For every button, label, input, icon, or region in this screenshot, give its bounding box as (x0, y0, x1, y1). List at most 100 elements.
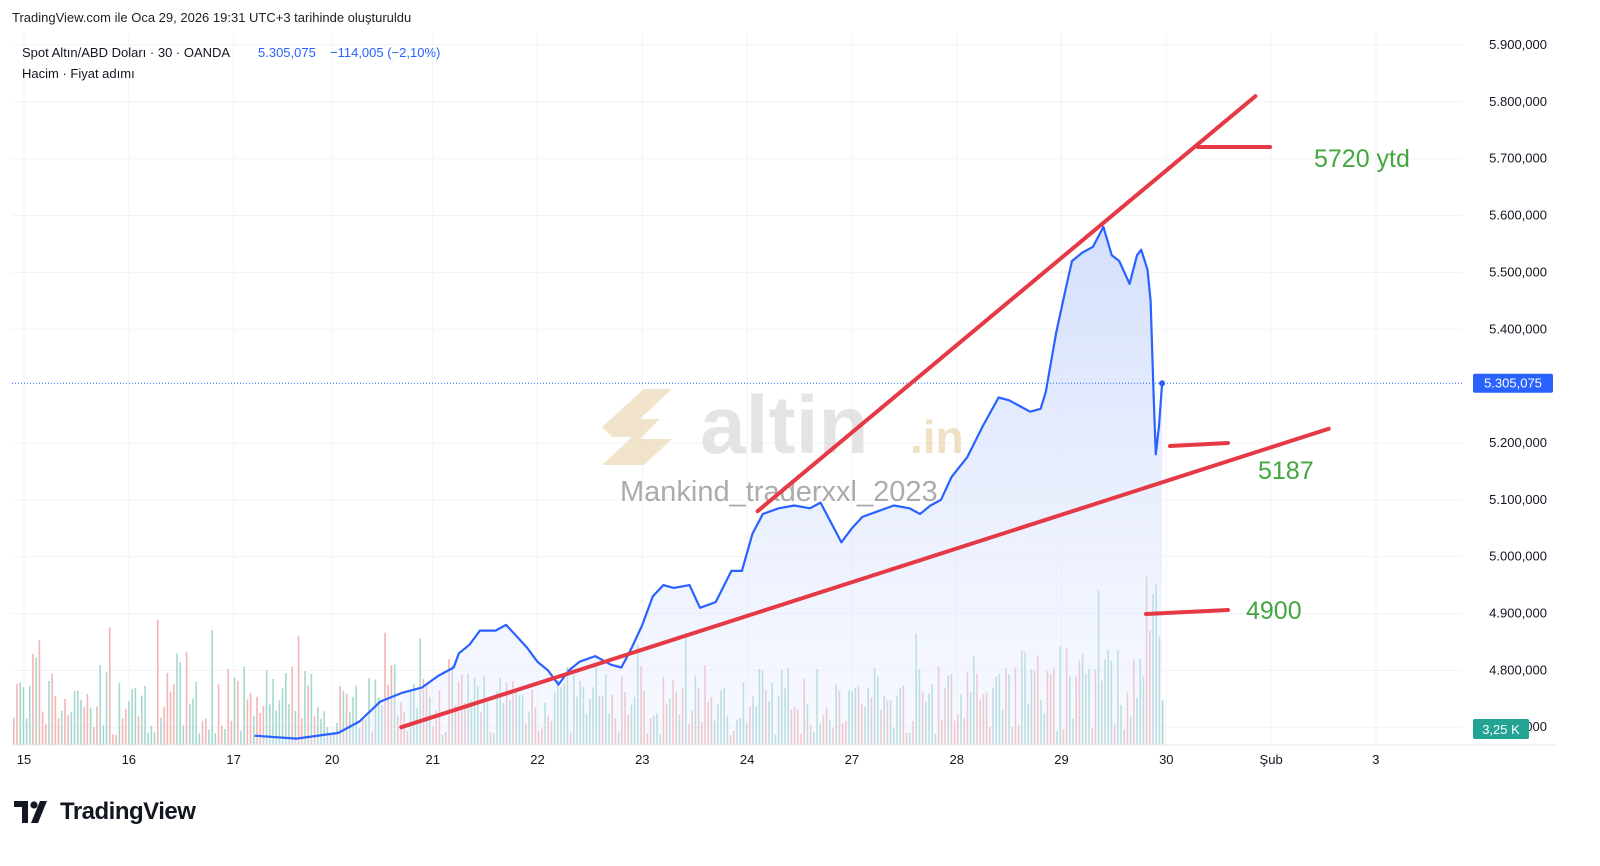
legend-symbol[interactable]: Spot Altın/ABD Doları · 30 · OANDA (22, 45, 230, 60)
x-tick-label: 22 (530, 752, 544, 767)
time-axis[interactable]: 15 16 17 20 21 22 23 24 27 28 29 30 Şub 3 (17, 752, 1380, 767)
y-tick-label: 5.600,000 (1489, 208, 1547, 223)
volume-bar (13, 717, 15, 745)
volume-bar (173, 684, 175, 745)
svg-text:3,25 K: 3,25 K (1482, 722, 1520, 737)
tradingview-logo[interactable]: TradingView (14, 798, 196, 826)
x-tick-label: 15 (17, 752, 31, 767)
volume-bar (77, 690, 79, 745)
lower-trendline[interactable] (399, 426, 1331, 730)
volume-bar (291, 666, 293, 745)
price-dot (1159, 380, 1166, 387)
chart-area[interactable]: altin .in Mankind_traderxxl_2023 5720 yt… (12, 33, 1588, 773)
volume-bar (25, 718, 28, 745)
annotation-4900[interactable]: 4900 (1246, 597, 1302, 625)
volume-bar (269, 704, 271, 745)
volume-bar (243, 666, 245, 745)
watermark-brand-suffix: .in (910, 411, 964, 463)
price-line (254, 225, 1164, 740)
x-tick-label: Şub (1260, 752, 1283, 767)
volume-bar (275, 710, 277, 745)
volume-bar (182, 725, 185, 745)
x-tick-label: 21 (425, 752, 439, 767)
volume-bar (160, 717, 162, 745)
volume-bar (144, 686, 146, 745)
volume-bar (307, 685, 309, 745)
volume-bar (352, 696, 354, 745)
volume-bar (70, 711, 73, 745)
x-tick-label: 30 (1159, 752, 1173, 767)
volume-bar (61, 710, 63, 745)
volume-bar (48, 680, 50, 745)
volume-bar (285, 673, 287, 745)
volume-bar (45, 724, 47, 745)
volume-bar (233, 677, 236, 745)
x-tick-label: 28 (949, 752, 963, 767)
volume-bar (176, 653, 178, 745)
volume-bar (16, 683, 18, 745)
annotation-5720-ytd[interactable]: 5720 ytd (1314, 145, 1410, 173)
volume-bar (51, 673, 53, 745)
tradingview-logo-icon (14, 801, 47, 823)
volume-bar (19, 682, 21, 745)
volume-bar (93, 727, 95, 745)
y-tick-label: 4.900,000 (1489, 606, 1547, 621)
volume-bar (227, 668, 229, 745)
annotation-4900-marker[interactable] (1144, 608, 1230, 616)
volume-badge: 3,25 K (1473, 719, 1529, 739)
volume-bar (105, 672, 108, 745)
legend-price: 5.305,075 (258, 45, 316, 60)
legend-indicators[interactable]: Hacim · Fiyat adımı (22, 66, 135, 81)
y-tick-label: 4.800,000 (1489, 662, 1547, 677)
volume-bar (294, 711, 297, 745)
volume-bar (185, 652, 188, 745)
volume-bar (189, 703, 191, 745)
volume-bar (249, 692, 252, 745)
volume-bar (32, 653, 34, 745)
tradingview-brand-text: TradingView (60, 798, 196, 825)
volume-bar (205, 718, 207, 745)
volume-bar (323, 711, 325, 745)
volume-bar (355, 685, 357, 745)
annotation-5187[interactable]: 5187 (1258, 457, 1314, 485)
x-tick-label: 17 (226, 752, 240, 767)
volume-bar (29, 686, 31, 745)
volume-bar (41, 711, 44, 745)
volume-bar (147, 732, 149, 745)
y-tick-label: 5.200,000 (1489, 435, 1547, 450)
trendlines[interactable] (399, 94, 1331, 730)
volume-bar (301, 718, 303, 745)
volume-bar (201, 720, 204, 745)
volume-bar (115, 734, 117, 745)
volume-bar (118, 683, 121, 745)
volume-bar (112, 734, 114, 745)
volume-bar (121, 718, 124, 745)
y-tick-label: 5.700,000 (1489, 151, 1547, 166)
volume-bar (83, 707, 85, 745)
chart-caption: TradingView.com ile Oca 29, 2026 19:31 U… (12, 10, 412, 25)
y-tick-label: 5.400,000 (1489, 321, 1547, 336)
annotation-5187-marker[interactable] (1168, 441, 1230, 448)
volume-bar (179, 662, 181, 745)
x-tick-label: 24 (740, 752, 754, 767)
volume-bar (73, 691, 76, 745)
x-tick-label: 29 (1054, 752, 1068, 767)
volume-bar (208, 729, 210, 745)
volume-bar (237, 680, 239, 745)
volume-bar (310, 674, 313, 745)
volume-bar (169, 691, 172, 745)
volume-bar (86, 693, 89, 745)
volume-bar (313, 716, 316, 745)
volume-bar (102, 724, 105, 745)
volume-bar (128, 700, 130, 745)
volume-bar (278, 700, 281, 745)
volume-bar (304, 670, 306, 745)
volume-bar (221, 725, 223, 745)
y-tick-label: 5.900,000 (1489, 37, 1547, 52)
upper-trendline[interactable] (755, 94, 1258, 514)
volume-bar (109, 627, 111, 745)
volume-bar (1161, 700, 1164, 745)
y-tick-label: 5.800,000 (1489, 94, 1547, 109)
legend-change: −114,005 (−2,10%) (330, 45, 440, 60)
volume-bar (64, 699, 66, 745)
